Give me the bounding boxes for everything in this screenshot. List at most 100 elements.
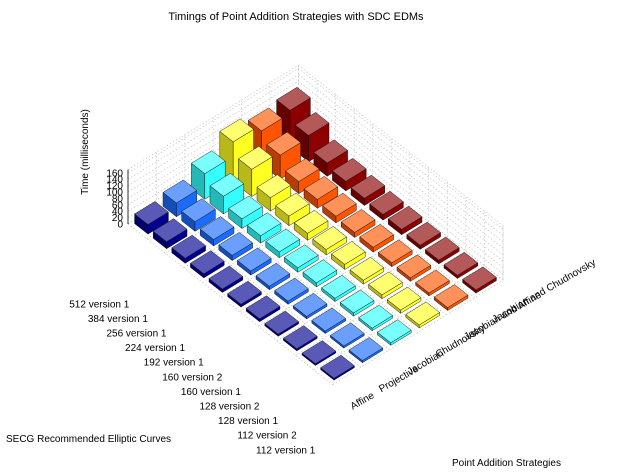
- bar-face-top: [190, 250, 225, 275]
- z-tick-label: 60: [112, 200, 124, 211]
- bar-face-top: [245, 295, 281, 320]
- bar-face-top: [396, 254, 432, 279]
- bar-face-top: [209, 173, 245, 197]
- bar-face-top: [301, 340, 337, 364]
- bar-face-top: [208, 265, 244, 290]
- bar: [405, 301, 440, 329]
- bar-face-top: [378, 239, 413, 264]
- bar-face-top: [311, 307, 346, 332]
- bar-face-top: [330, 322, 365, 347]
- bar-face-top: [228, 195, 263, 220]
- floor-gridline: [156, 206, 362, 368]
- bar: [255, 262, 291, 291]
- bar-face-top: [386, 286, 422, 311]
- bar: [302, 259, 338, 288]
- bar-face-top: [349, 256, 385, 281]
- bar-face-top: [237, 247, 272, 272]
- bar-face-top: [285, 158, 320, 182]
- bar-face-top: [387, 205, 423, 230]
- bar: [406, 221, 441, 250]
- z-gridline: [127, 74, 504, 236]
- bar-face-top: [134, 201, 169, 225]
- bar-face-top: [331, 241, 366, 265]
- bar-face-top: [218, 232, 253, 256]
- bar: [256, 174, 292, 212]
- bar: [284, 244, 319, 273]
- chart-title: Timings of Point Addition Strategies wit…: [168, 11, 424, 23]
- bar-face-top: [406, 221, 441, 246]
- z-tick-label: 100: [106, 188, 123, 199]
- bar-face-top: [283, 325, 318, 349]
- bar-face-top: [256, 174, 292, 198]
- x-axis-label: SECG Recommended Elliptic Curves: [6, 434, 171, 445]
- bar-face-top: [368, 271, 403, 296]
- z-tick-label: 80: [112, 194, 124, 205]
- strategy-tick-label: Jacobian and Chudnovsky: [491, 257, 598, 325]
- bar: [349, 256, 385, 285]
- bar: [265, 228, 300, 259]
- bar-face-top: [266, 131, 301, 156]
- bar: [320, 354, 355, 381]
- bar: [237, 247, 272, 276]
- bar: [293, 209, 329, 241]
- bar: [378, 239, 413, 268]
- bar-face-top: [443, 252, 479, 276]
- bar-face-top: [348, 337, 384, 361]
- bar-face-top: [255, 262, 291, 287]
- curve-tick-label: 160 version 2: [162, 372, 222, 383]
- bar: [152, 218, 188, 250]
- bar: [162, 179, 198, 218]
- bar-face-top: [276, 87, 311, 111]
- floor-gridline: [127, 223, 333, 385]
- bar-face-top: [302, 259, 338, 284]
- bar: [264, 310, 299, 337]
- bar-face-top: [320, 354, 355, 379]
- bar: [190, 250, 225, 279]
- bar: [274, 277, 309, 305]
- bar-face-top: [332, 158, 367, 182]
- bar: [358, 304, 393, 332]
- bar: [199, 216, 235, 247]
- bar-face-top: [339, 289, 375, 314]
- bar: [322, 192, 357, 224]
- bar: [312, 226, 347, 256]
- curve-tick-label: 128 version 2: [199, 402, 259, 413]
- bar: [275, 192, 310, 227]
- bar-face-top: [181, 198, 216, 222]
- bar: [377, 319, 412, 346]
- bar-face-top: [405, 301, 440, 326]
- bar: [433, 284, 469, 311]
- bar-face-top: [358, 304, 393, 329]
- bar-face-top: [191, 150, 226, 174]
- bar-face-top: [227, 280, 262, 305]
- bar-face-top: [171, 234, 206, 259]
- bar: [134, 201, 169, 235]
- bar: [387, 205, 423, 236]
- bar: [181, 198, 216, 232]
- back-wall-edge: [298, 64, 504, 281]
- curve-tick-label: 112 version 2: [237, 431, 297, 442]
- bar-face-top: [294, 112, 330, 136]
- bar: [285, 158, 320, 195]
- bar-face-top: [321, 275, 356, 299]
- bar-face-top: [162, 179, 198, 204]
- bar-face-top: [340, 209, 376, 233]
- bar: [332, 158, 367, 192]
- bar: [292, 293, 328, 320]
- bar: [245, 295, 281, 323]
- z-gridline: [127, 80, 504, 243]
- bar-face-top: [415, 269, 450, 294]
- bar: [339, 289, 375, 317]
- bar-face-top: [238, 146, 273, 170]
- bar: [368, 271, 403, 300]
- bar: [425, 236, 460, 265]
- bar-face-top: [152, 218, 188, 242]
- bar-face-top: [462, 266, 497, 291]
- bar-face-top: [264, 310, 299, 335]
- curve-tick-label: 128 version 1: [218, 416, 278, 427]
- bar: [313, 139, 348, 177]
- bar: [348, 337, 384, 364]
- bar: [443, 252, 479, 279]
- curve-tick-label: 112 version 1: [256, 445, 316, 456]
- bar: [301, 340, 337, 366]
